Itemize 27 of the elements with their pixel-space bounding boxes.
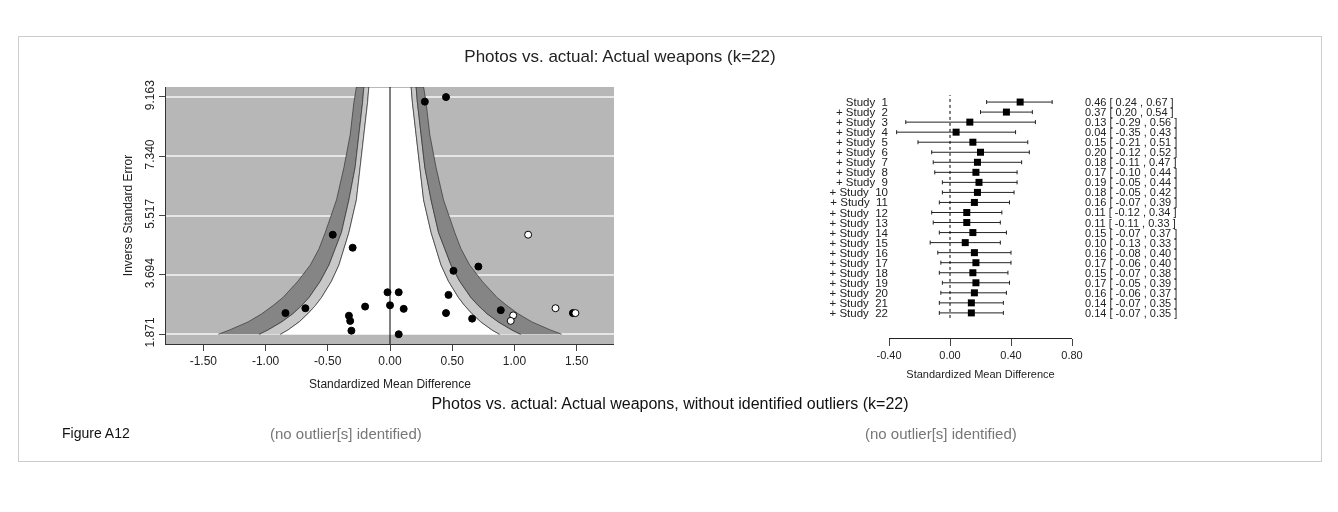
x-tick-label: 0.80 (1061, 349, 1083, 362)
x-axis-title: Standardized Mean Difference (906, 368, 1055, 381)
data-label: 0.11 [ -0.11 , 0.33 ] (1085, 217, 1176, 229)
data-label: 0.46 [ 0.24 , 0.67 ] (1085, 96, 1174, 108)
x-tick-label: 0.00 (939, 349, 961, 362)
text: (no outlier[s] identified) (865, 425, 1017, 442)
y-tick-label: Study 1 (845, 96, 888, 109)
x-tick-label: -0.50 (314, 354, 342, 369)
chart-title: Photos vs. actual: Actual weapons (k=22) (463, 47, 777, 67)
x-tick-label: -0.40 (876, 349, 902, 362)
y-tick-label: 5.517 (143, 198, 158, 229)
text: (no outlier[s] identified) (270, 425, 422, 442)
x-tick-label: -1.00 (251, 354, 280, 369)
text: Photos vs. actual: Actual weapons, without identified outliers (k=22) (430, 395, 910, 413)
x-tick-label: 1.50 (564, 354, 589, 369)
caption: Figure A12 (62, 425, 130, 441)
y-tick-label: 9.163 (143, 79, 158, 111)
x-tick-label: 0.00 (378, 354, 402, 369)
x-tick-label: 1.00 (502, 354, 527, 369)
x-tick-label: -1.50 (189, 354, 218, 369)
x-axis-title: Standardized Mean Difference (309, 377, 472, 392)
y-tick-label: 7.340 (143, 139, 158, 170)
y-tick-label: 3.694 (143, 257, 158, 289)
x-tick-label: 0.40 (1000, 349, 1022, 362)
y-tick-label: 1.871 (143, 317, 158, 348)
x-tick-label: 0.50 (440, 354, 465, 369)
y-axis-title: Inverse Standard Error (120, 154, 135, 277)
